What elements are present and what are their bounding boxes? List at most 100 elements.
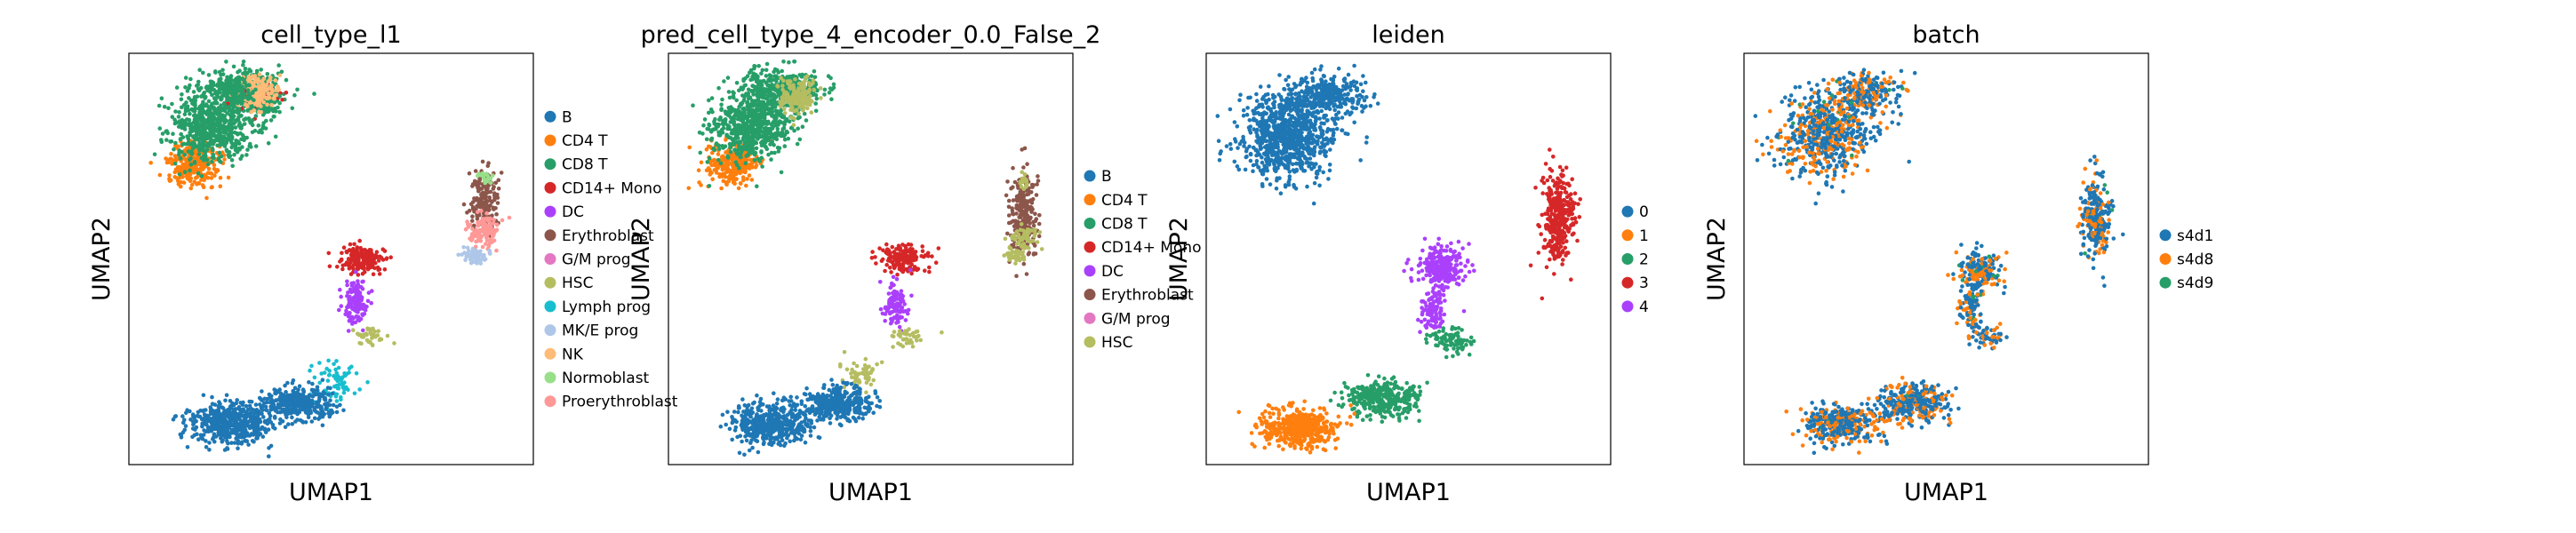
- scatter-point: [274, 92, 279, 98]
- scatter-point: [276, 105, 280, 110]
- scatter-point: [777, 119, 782, 123]
- scatter-point: [786, 81, 790, 86]
- scatter-point: [240, 432, 244, 437]
- scatter-point: [228, 399, 233, 403]
- scatter-point: [356, 318, 362, 323]
- scatter-point: [222, 144, 228, 148]
- scatter-point: [725, 76, 731, 80]
- scatter-point: [220, 418, 224, 424]
- scatter-point: [224, 139, 229, 144]
- scatter-point: [357, 254, 362, 259]
- scatter-point: [732, 139, 737, 145]
- scatter-point: [348, 272, 354, 276]
- scatter-point: [748, 119, 754, 124]
- scatter-point: [483, 180, 488, 186]
- scatter-point: [753, 111, 758, 115]
- scatter-point: [750, 84, 755, 89]
- scatter-point: [260, 84, 265, 89]
- scatter-point: [272, 387, 277, 392]
- scatter-point: [357, 294, 363, 298]
- scatter-point: [223, 398, 228, 403]
- scatter-point: [355, 259, 360, 264]
- scatter-point: [210, 185, 214, 189]
- scatter-point: [470, 235, 475, 240]
- scatter-point: [742, 144, 747, 148]
- scatter-point: [743, 161, 748, 165]
- scatter-point: [813, 108, 819, 114]
- scatter-point: [280, 98, 284, 102]
- scatter-point: [346, 290, 350, 295]
- scatter-point: [813, 101, 818, 106]
- scatter-point: [271, 96, 276, 100]
- scatter-point: [780, 84, 785, 88]
- scatter-point: [200, 146, 204, 150]
- scatter-point: [751, 92, 756, 97]
- scatter-point: [763, 144, 768, 149]
- scatter-point: [476, 224, 481, 228]
- scatter-point: [893, 263, 899, 267]
- scatter-point: [373, 253, 378, 258]
- scatter-point: [707, 110, 711, 115]
- scatter-point: [357, 340, 363, 346]
- scatter-point: [461, 202, 467, 207]
- scatter-point: [261, 121, 266, 125]
- scatter-point: [212, 439, 217, 444]
- scatter-point: [191, 422, 196, 427]
- scatter-point: [691, 103, 695, 107]
- scatter-point: [209, 426, 213, 432]
- scatter-point: [894, 321, 899, 325]
- scatter-point: [739, 85, 744, 90]
- scatter-point: [269, 102, 274, 107]
- scatter-point: [284, 412, 288, 418]
- scatter-point: [484, 235, 489, 241]
- scatter-point: [236, 117, 241, 122]
- scatter-point: [697, 130, 702, 135]
- scatter-point: [488, 180, 493, 186]
- scatter-point: [482, 254, 486, 259]
- scatter-point: [348, 314, 353, 319]
- scatter-point: [185, 445, 190, 449]
- scatter-point: [241, 60, 246, 64]
- scatter-point: [296, 387, 300, 393]
- scatter-point: [225, 124, 230, 130]
- scatter-point: [384, 256, 389, 261]
- scatter-point: [233, 423, 238, 427]
- scatter-point: [202, 416, 207, 420]
- scatter-point: [764, 87, 769, 91]
- scatter-point: [233, 125, 238, 130]
- scatter-point: [205, 171, 211, 175]
- scatter-point: [687, 145, 692, 150]
- scatter-point: [811, 78, 816, 83]
- scatter-point: [829, 97, 834, 101]
- scatter-point: [746, 125, 750, 130]
- scatter-point: [271, 403, 276, 409]
- scatter-point: [246, 83, 252, 87]
- scatter-point: [159, 138, 164, 142]
- scatter-point: [356, 279, 360, 283]
- scatter-point: [217, 69, 222, 75]
- scatter-point: [335, 373, 340, 378]
- scatter-point: [477, 229, 482, 234]
- scatter-point: [196, 171, 201, 176]
- scatter-point: [174, 85, 180, 90]
- scatter-point: [709, 96, 715, 100]
- scatter-point: [223, 130, 228, 134]
- scatter-point: [791, 115, 796, 121]
- scatter-point: [243, 67, 248, 71]
- scatter-point: [183, 162, 188, 167]
- scatter-point: [179, 184, 183, 189]
- scatter-point: [780, 78, 786, 84]
- scatter-point: [258, 402, 262, 407]
- scatter-point: [486, 161, 491, 165]
- scatter-point: [327, 369, 332, 373]
- scatter-point: [220, 93, 225, 99]
- scatter-point: [175, 144, 180, 148]
- scatter-point: [188, 418, 193, 422]
- scatter-point: [361, 256, 365, 260]
- scatter-point: [782, 107, 787, 111]
- scatter-point: [200, 183, 205, 187]
- scatter-point: [245, 147, 250, 152]
- scatter-point: [888, 266, 892, 270]
- scatter-point: [165, 158, 171, 163]
- scatter-point: [719, 186, 724, 191]
